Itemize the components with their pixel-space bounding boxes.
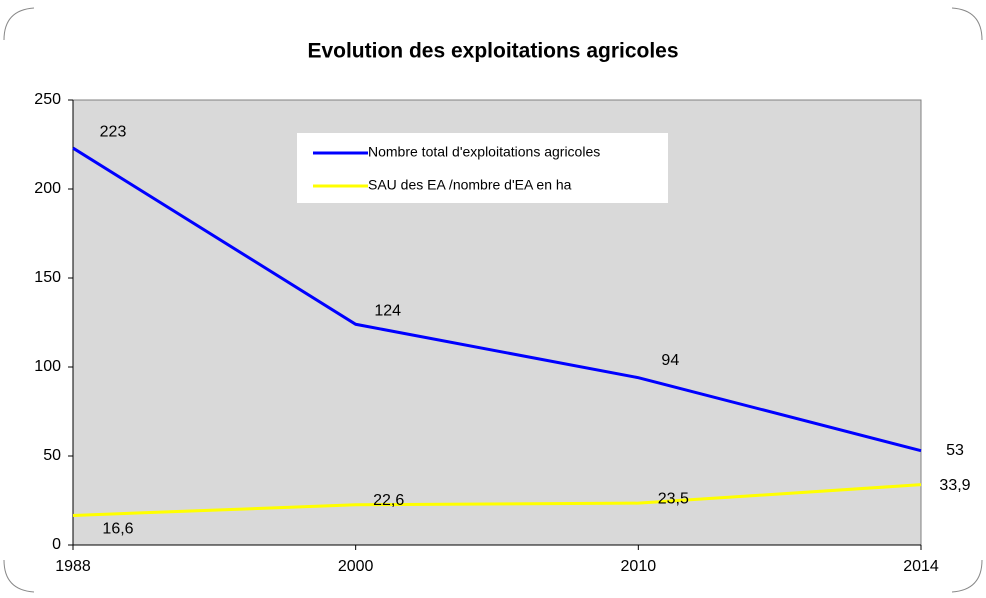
frame-corner [3,7,35,41]
data-label: 94 [661,352,679,369]
data-label: 124 [374,302,401,319]
frame-corner [951,7,983,41]
y-tick-label: 200 [34,180,61,197]
x-tick-label: 2000 [338,558,374,575]
x-tick-label: 2014 [903,558,939,575]
data-label: 23,5 [658,490,689,507]
data-label: 53 [946,442,964,459]
frame-corner [951,559,983,593]
legend-label: Nombre total d'exploitations agricoles [368,144,600,160]
data-label: 16,6 [102,521,133,538]
data-label: 223 [100,123,127,140]
frame-corner [3,559,35,593]
y-tick-label: 0 [52,536,61,553]
series-line [72,483,922,517]
data-label: 22,6 [373,492,404,509]
x-tick-label: 1988 [55,558,91,575]
y-tick-label: 100 [34,358,61,375]
chart-title: Evolution des exploitations agricoles [307,40,678,63]
x-tick-label: 2010 [621,558,657,575]
y-tick-label: 50 [43,447,61,464]
y-tick-label: 250 [34,91,61,108]
legend-label: SAU des EA /nombre d'EA en ha [368,177,572,193]
legend-box [297,133,668,203]
data-label: 33,9 [939,477,970,494]
y-tick-label: 150 [34,269,61,286]
series-line [72,146,922,453]
